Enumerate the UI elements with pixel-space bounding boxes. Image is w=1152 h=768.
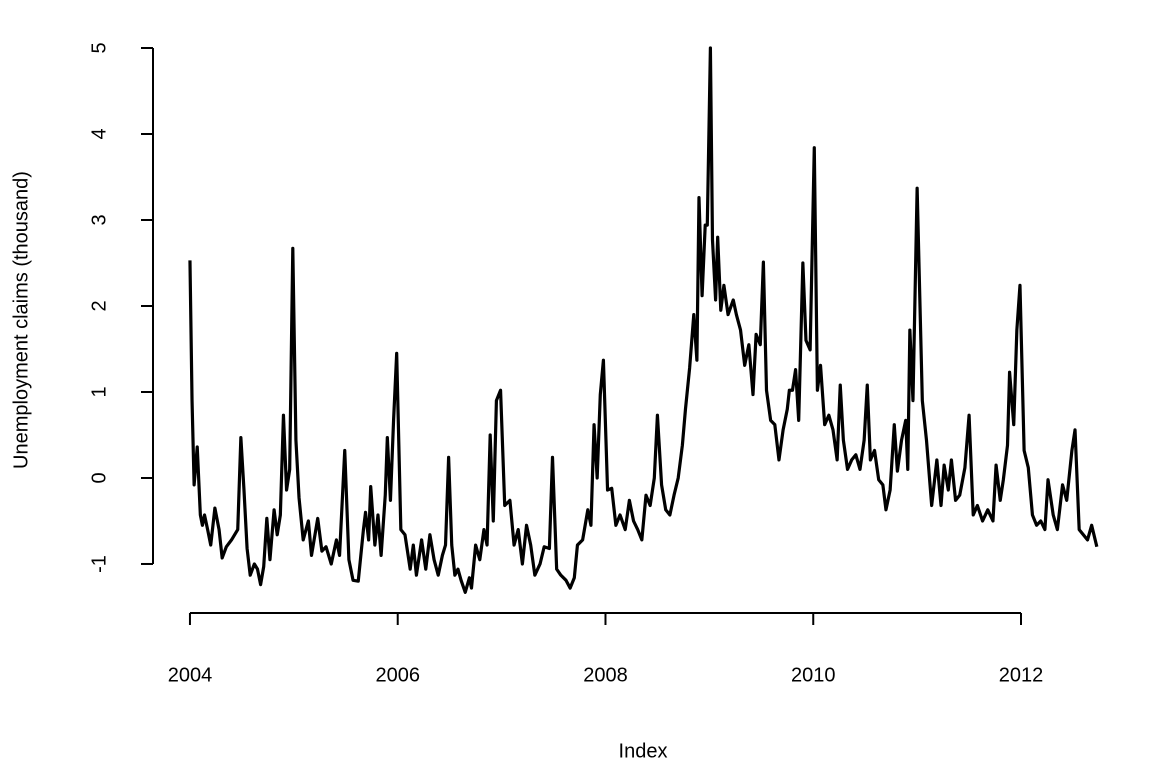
y-tick-label: 1 [88, 386, 110, 397]
y-tick-label: 0 [88, 472, 110, 483]
x-tick-label: 2004 [168, 664, 213, 686]
x-tick-label: 2010 [791, 664, 836, 686]
y-tick-label: 5 [88, 42, 110, 53]
y-tick-label: 4 [88, 128, 110, 139]
y-tick-label: -1 [88, 555, 110, 573]
y-axis-title: Unemployment claims (thousand) [10, 171, 32, 469]
x-tick-label: 2008 [583, 664, 628, 686]
y-tick-label: 2 [88, 300, 110, 311]
x-axis-title: Index [619, 740, 668, 762]
y-tick-label: 3 [88, 214, 110, 225]
data-line [188, 46, 1099, 594]
x-tick-label: 2012 [999, 664, 1044, 686]
x-tick-label: 2006 [375, 664, 420, 686]
